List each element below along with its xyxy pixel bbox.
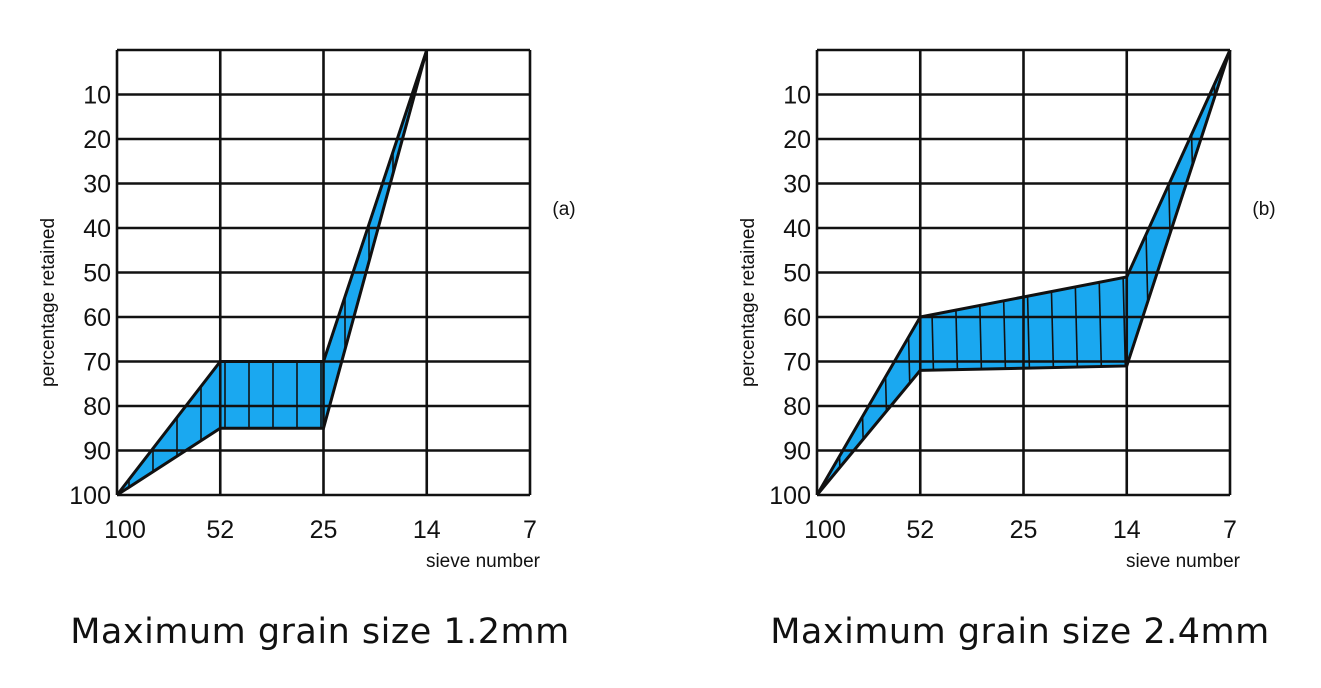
chart-b: 10 20 30 40 50 60 70 80 90 100 100 52 25 14 7 sieve num… — [738, 30, 1297, 572]
y-tick-label: 90 — [83, 438, 111, 466]
chart-panel-a: 10 20 30 40 50 60 70 80 90 100 100 52 25 14 7 sieve num… — [20, 0, 660, 600]
y-tick-label: 30 — [83, 171, 111, 199]
y-tick-label: 10 — [783, 82, 811, 110]
x-tick-label: 14 — [1113, 516, 1141, 544]
series-line-upper — [815, 49, 1232, 496]
y-tick-label: 80 — [83, 393, 111, 421]
x-tick-label: 7 — [523, 516, 537, 544]
x-tick-label: 100 — [104, 516, 146, 544]
y-axis-label: percentage retained — [738, 218, 759, 387]
y-tick-label: 20 — [83, 126, 111, 154]
x-tick-label: 100 — [804, 516, 846, 544]
y-tick-label: 70 — [783, 349, 811, 377]
chart-grid — [815, 48, 1232, 497]
x-tick-label: 52 — [906, 516, 934, 544]
x-tick-label: 14 — [413, 516, 441, 544]
y-tick-label: 40 — [783, 215, 811, 243]
envelope-hatch-line — [1285, 30, 1297, 515]
y-tick-label: 70 — [83, 349, 111, 377]
y-axis-label: percentage retained — [38, 218, 59, 387]
series-line-upper — [115, 49, 429, 496]
chart-panel-b: 10 20 30 40 50 60 70 80 90 100 100 52 25 14 7 sieve num… — [720, 0, 1321, 600]
envelope-hatch-line — [1237, 30, 1249, 515]
y-tick-label: 100 — [69, 482, 111, 510]
y-tick-label: 50 — [83, 260, 111, 288]
chart-caption-a: Maximum grain size 1.2mm — [70, 612, 570, 652]
x-axis-label: sieve number — [426, 551, 541, 572]
series-line-lower — [815, 49, 1232, 496]
y-tick-label: 30 — [783, 171, 811, 199]
y-tick-label: 60 — [783, 304, 811, 332]
panel-tag: (a) — [552, 199, 575, 220]
y-tick-label: 20 — [783, 126, 811, 154]
series-line-lower — [116, 49, 429, 497]
y-tick-label: 10 — [83, 82, 111, 110]
x-tick-label: 7 — [1223, 516, 1237, 544]
chart-a: 10 20 30 40 50 60 70 80 90 100 100 52 25 14 7 sieve num… — [38, 48, 576, 572]
y-tick-label: 60 — [83, 304, 111, 332]
x-tick-label: 25 — [310, 516, 338, 544]
panel-tag: (b) — [1252, 199, 1275, 220]
x-axis-label: sieve number — [1126, 551, 1241, 572]
x-tick-label: 25 — [1010, 516, 1038, 544]
y-tick-label: 50 — [783, 260, 811, 288]
y-tick-label: 40 — [83, 215, 111, 243]
y-tick-label: 80 — [783, 393, 811, 421]
x-tick-label: 52 — [206, 516, 234, 544]
chart-caption-b: Maximum grain size 2.4mm — [770, 612, 1270, 652]
envelope-hatch-line — [1261, 30, 1273, 515]
y-tick-label: 100 — [769, 482, 811, 510]
y-tick-label: 90 — [783, 438, 811, 466]
